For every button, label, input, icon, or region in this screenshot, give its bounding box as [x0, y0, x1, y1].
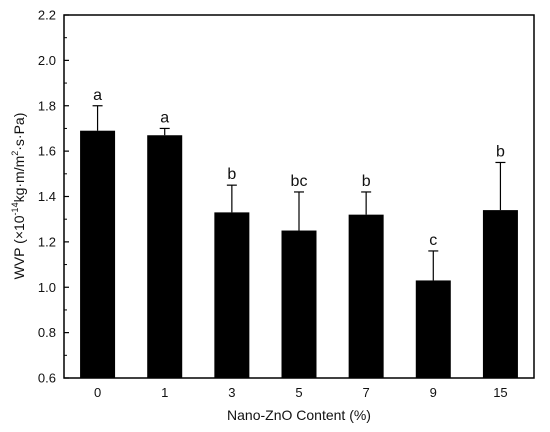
y-axis-title-exp2: 2	[10, 151, 20, 156]
significance-label: b	[362, 173, 371, 190]
x-axis-title: Nano-ZnO Content (%)	[227, 407, 371, 423]
significance-label: bc	[291, 173, 308, 190]
bar	[80, 130, 116, 378]
x-tick-label: 7	[363, 385, 370, 400]
y-tick-label: 1.4	[38, 189, 56, 204]
x-tick-label: 1	[161, 385, 168, 400]
x-tick-label: 0	[94, 385, 101, 400]
y-tick-label: 0.6	[38, 371, 56, 386]
bar	[415, 280, 451, 378]
bar	[214, 212, 250, 378]
y-axis-title-prefix: WVP (×10	[11, 215, 27, 279]
bar	[281, 230, 317, 378]
bars-group	[80, 130, 518, 378]
significance-label: a	[160, 109, 169, 126]
y-tick-label: 1.8	[38, 98, 56, 113]
x-tick-label: 15	[493, 385, 507, 400]
y-axis-title: WVP (×10-14kg·m/m2·s·Pa)	[10, 113, 27, 280]
y-tick-label: 0.8	[38, 325, 56, 340]
bar	[147, 135, 183, 378]
significance-labels-group: aab bc bcb	[93, 87, 505, 249]
y-axis-title-suffix: ·s·Pa)	[11, 113, 27, 151]
bar	[348, 214, 384, 378]
y-axis-title-mid: kg·m/m	[11, 156, 27, 203]
y-axis-title-exp1: -14	[10, 202, 20, 215]
y-tick-label: 1.2	[38, 234, 56, 249]
y-tick-label: 2.2	[38, 8, 56, 23]
error-bars-group	[92, 105, 506, 281]
y-tick-label: 1.0	[38, 280, 56, 295]
x-tick-label: 9	[430, 385, 437, 400]
x-tick-label: 5	[295, 385, 302, 400]
significance-label: b	[227, 166, 236, 183]
y-axis: 0.6 0.8 1.0 1.2 1.4 1.6 1.8 2.0 2.2	[38, 8, 69, 386]
y-tick-label: 2.0	[38, 53, 56, 68]
y-tick-label: 1.6	[38, 144, 56, 159]
x-tick-label: 3	[228, 385, 235, 400]
significance-label: c	[429, 232, 437, 249]
significance-label: b	[496, 143, 505, 160]
significance-label: a	[93, 87, 102, 104]
bar	[482, 210, 518, 378]
